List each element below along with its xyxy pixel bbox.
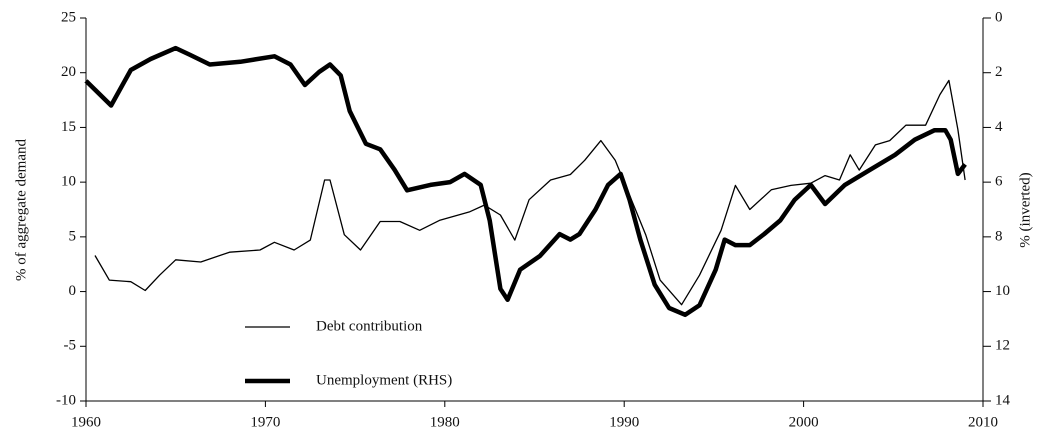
x-tick-label: 2010 <box>968 414 998 430</box>
y2-axis-label: % (inverted) <box>1017 172 1033 247</box>
y-tick-label: 25 <box>61 9 76 25</box>
y-tick-label: 5 <box>69 228 77 244</box>
y-tick-label: 20 <box>61 64 76 80</box>
y2-tick-label: 8 <box>995 228 1003 244</box>
y2-tick-label: 4 <box>995 119 1003 135</box>
legend-label: Unemployment (RHS) <box>316 372 452 388</box>
y-tick-label: 15 <box>61 119 76 135</box>
y-axis-label: % of aggregate demand <box>13 138 29 281</box>
legend-label: Debt contribution <box>316 318 423 334</box>
line-series <box>84 45 967 318</box>
line-series <box>94 79 966 306</box>
x-tick-label: 1980 <box>430 414 460 430</box>
y2-tick-label: 2 <box>995 64 1003 80</box>
x-tick-label: 1990 <box>609 414 639 430</box>
x-tick-label: 1960 <box>71 414 101 430</box>
y-tick-label: 0 <box>69 283 77 299</box>
y-tick-label: -5 <box>64 338 77 354</box>
y-tick-label: 10 <box>61 174 76 190</box>
y2-tick-label: 0 <box>995 9 1003 25</box>
x-tick-label: 1970 <box>250 414 280 430</box>
y2-tick-label: 12 <box>995 338 1010 354</box>
y2-tick-label: 6 <box>995 174 1003 190</box>
y2-tick-label: 10 <box>995 283 1010 299</box>
y-tick-label: -10 <box>56 392 76 408</box>
x-tick-label: 2000 <box>789 414 819 430</box>
y2-tick-label: 14 <box>995 392 1011 408</box>
